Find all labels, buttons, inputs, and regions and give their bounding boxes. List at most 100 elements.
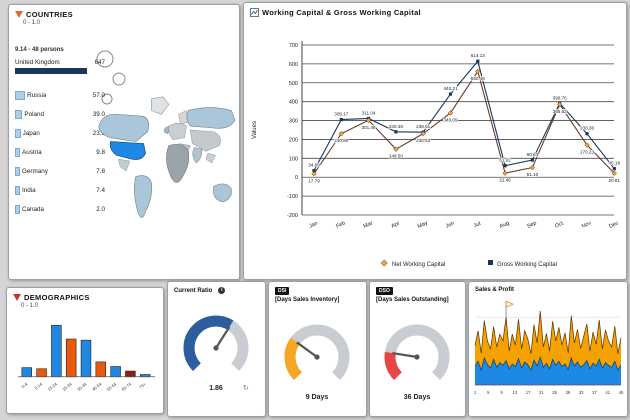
svg-text:170.23: 170.23 xyxy=(580,150,594,155)
demo-bar xyxy=(110,366,121,378)
svg-text:600: 600 xyxy=(289,62,298,68)
svg-text:5-14: 5-14 xyxy=(34,381,44,390)
country-value: 57.0 xyxy=(92,92,105,99)
svg-text:Jan: Jan xyxy=(308,220,319,229)
filter-icon xyxy=(15,11,23,18)
demo-bar xyxy=(95,361,107,378)
current-ratio-panel: Current Ratio 1.86 ↻ xyxy=(167,281,266,417)
svg-text:500: 500 xyxy=(289,81,298,87)
data-point xyxy=(339,117,343,122)
data-point xyxy=(530,158,534,162)
countries-header: COUNTRIES xyxy=(9,5,239,19)
svg-text:65-74: 65-74 xyxy=(121,381,133,392)
map-region-greenland xyxy=(151,96,170,115)
data-point xyxy=(476,59,480,63)
svg-text:230.36: 230.36 xyxy=(580,126,594,131)
demographics-title: DEMOGRAPHICS xyxy=(24,293,90,302)
map-region-se-asia xyxy=(205,153,216,164)
data-point xyxy=(447,110,454,116)
country-value: 7.8 xyxy=(96,168,105,175)
svg-text:Net Working Capital: Net Working Capital xyxy=(392,262,445,268)
country-row[interactable]: Austria 9.8 xyxy=(15,143,105,162)
gauge-needle xyxy=(295,341,318,358)
demo-bar xyxy=(21,367,33,378)
svg-text:Jun: Jun xyxy=(445,220,456,229)
sales-profit-title: Sales & Profit xyxy=(475,287,515,293)
country-row[interactable]: Russia 57.0 xyxy=(15,86,105,105)
country-name: United Kingdom xyxy=(15,59,60,66)
map-region-central-asia xyxy=(190,129,221,152)
svg-text:Apr: Apr xyxy=(390,220,400,229)
gauge-needle xyxy=(214,326,230,349)
country-value: 7.4 xyxy=(96,187,105,194)
filter-icon xyxy=(13,294,21,301)
working-capital-chart[interactable]: -200 -100 0 100 200 300 400 500 600 700 Jan Feb Mar A… xyxy=(246,19,626,273)
dso-gauge[interactable]: 36 Days xyxy=(372,307,464,407)
svg-text:45.18: 45.18 xyxy=(609,161,621,166)
data-point xyxy=(311,171,317,177)
svg-text:Dec: Dec xyxy=(608,220,620,230)
map-region-south-america xyxy=(133,175,153,218)
country-row[interactable]: Canada 2.0 xyxy=(15,200,105,219)
svg-text:21.46: 21.46 xyxy=(499,178,511,183)
data-point xyxy=(612,167,616,171)
country-bar xyxy=(15,167,20,176)
svg-text:75+: 75+ xyxy=(138,381,147,390)
svg-text:20.91: 20.91 xyxy=(609,178,621,183)
gauge-hub xyxy=(413,354,420,360)
gauge-fill xyxy=(284,337,302,380)
demo-bar xyxy=(80,339,92,378)
svg-text:5: 5 xyxy=(487,390,490,395)
map-size-legend: 9.14 - 48 persons xyxy=(15,47,64,53)
country-name: Austria xyxy=(22,149,42,156)
svg-text:15-24: 15-24 xyxy=(47,381,59,392)
country-row[interactable]: Germany 7.8 xyxy=(15,162,105,181)
data-point xyxy=(338,130,345,137)
country-value: 39.0 xyxy=(92,111,105,118)
data-point xyxy=(503,164,507,168)
current-ratio-gauge[interactable]: 1.86 ↻ xyxy=(171,298,263,398)
svg-text:230.63: 230.63 xyxy=(416,138,430,143)
dso-header: DSO xyxy=(370,282,465,295)
country-name: India xyxy=(22,187,36,194)
dsi-gauge[interactable]: 9 Days xyxy=(272,307,364,407)
svg-text:311.04: 311.04 xyxy=(362,110,376,115)
sales-profit-chart[interactable]: 1 5 9 13 17 21 25 29 33 37 41 45 xyxy=(470,295,626,409)
svg-text:560.48: 560.48 xyxy=(471,76,485,81)
country-row[interactable]: India 7.4 xyxy=(15,181,105,200)
reset-icon[interactable]: ↻ xyxy=(243,385,249,392)
map-region-mexico xyxy=(117,158,131,172)
svg-text:17.79: 17.79 xyxy=(308,178,320,183)
svg-text:305.17: 305.17 xyxy=(334,112,348,117)
country-name: Russia xyxy=(27,92,47,99)
country-row[interactable]: Japan 23.9 xyxy=(15,124,105,143)
country-bar xyxy=(15,186,20,195)
country-value: 9.8 xyxy=(96,149,105,156)
gauge-value: 9 Days xyxy=(305,394,328,401)
svg-text:Nov: Nov xyxy=(581,220,593,230)
data-point xyxy=(556,101,563,108)
svg-text:0-4: 0-4 xyxy=(21,381,29,389)
info-icon[interactable] xyxy=(218,287,226,294)
data-point xyxy=(448,92,453,96)
country-bar xyxy=(15,91,26,100)
country-row[interactable]: Poland 39.0 xyxy=(15,105,105,124)
svg-text:-200: -200 xyxy=(287,213,298,219)
world-map[interactable] xyxy=(93,89,239,239)
svg-text:440.21: 440.21 xyxy=(443,86,457,91)
demographics-chart[interactable]: 0-4 5-14 15-24 25-34 35-44 45-54 55-64 65-74 75+ xyxy=(10,311,160,411)
country-row[interactable]: United Kingdom 647 xyxy=(15,59,105,86)
svg-text:41: 41 xyxy=(605,390,610,395)
svg-text:May: May xyxy=(417,220,429,230)
svg-text:700: 700 xyxy=(289,43,298,49)
gauge-fill xyxy=(384,351,402,380)
data-point xyxy=(312,169,316,173)
data-point xyxy=(393,146,399,152)
gauge-value: 1.86 xyxy=(209,385,223,392)
map-region-canada xyxy=(98,113,150,142)
svg-text:230.80: 230.80 xyxy=(334,138,348,143)
svg-text:Oct: Oct xyxy=(554,220,565,229)
svg-text:Values: Values xyxy=(252,121,258,139)
svg-text:17: 17 xyxy=(526,390,531,395)
